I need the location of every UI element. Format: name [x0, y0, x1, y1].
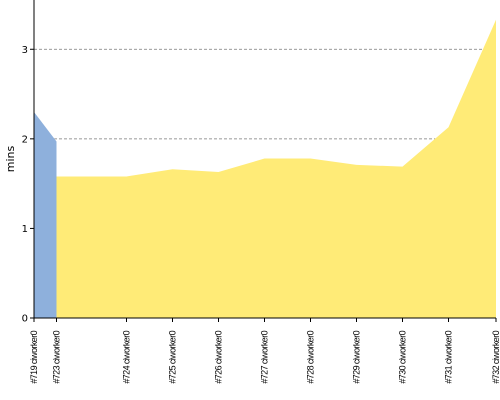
- y-tick-label-0: 0: [22, 314, 28, 325]
- x-tick-label-8: #730 ciworker0: [398, 330, 408, 383]
- x-tick-label-2: #724 ciworker0: [122, 330, 132, 383]
- x-tick-label-3: #725 ciworker0: [168, 330, 178, 383]
- x-tick-label-0: #719 ciworker0: [29, 330, 39, 383]
- y-axis-title: mins: [4, 145, 17, 172]
- y-tick-label-2: 2: [22, 134, 28, 145]
- y-tick-label-1: 1: [22, 224, 28, 235]
- x-tick-label-6: #728 ciworker0: [306, 330, 316, 383]
- x-tick-label-5: #727 ciworker0: [260, 330, 270, 383]
- x-tick-label-4: #726 ciworker0: [214, 330, 224, 383]
- x-tick-labels: #719 ciworker0 #723 ciworker0 #724 ciworke…: [29, 318, 500, 384]
- y-tick-label-3: 3: [22, 45, 28, 56]
- x-tick-label-7: #729 ciworker0: [352, 330, 362, 383]
- x-tick-label-10: #732 ciworker0: [491, 330, 500, 383]
- y-tick-labels: 0 1 2 3: [22, 45, 34, 325]
- area-series-1: [56, 19, 496, 319]
- x-tick-label-1: #723 ciworker0: [52, 330, 62, 383]
- x-tick-label-9: #731 ciworker0: [444, 330, 454, 383]
- area-series-0: [34, 111, 57, 318]
- area-series: [34, 19, 496, 319]
